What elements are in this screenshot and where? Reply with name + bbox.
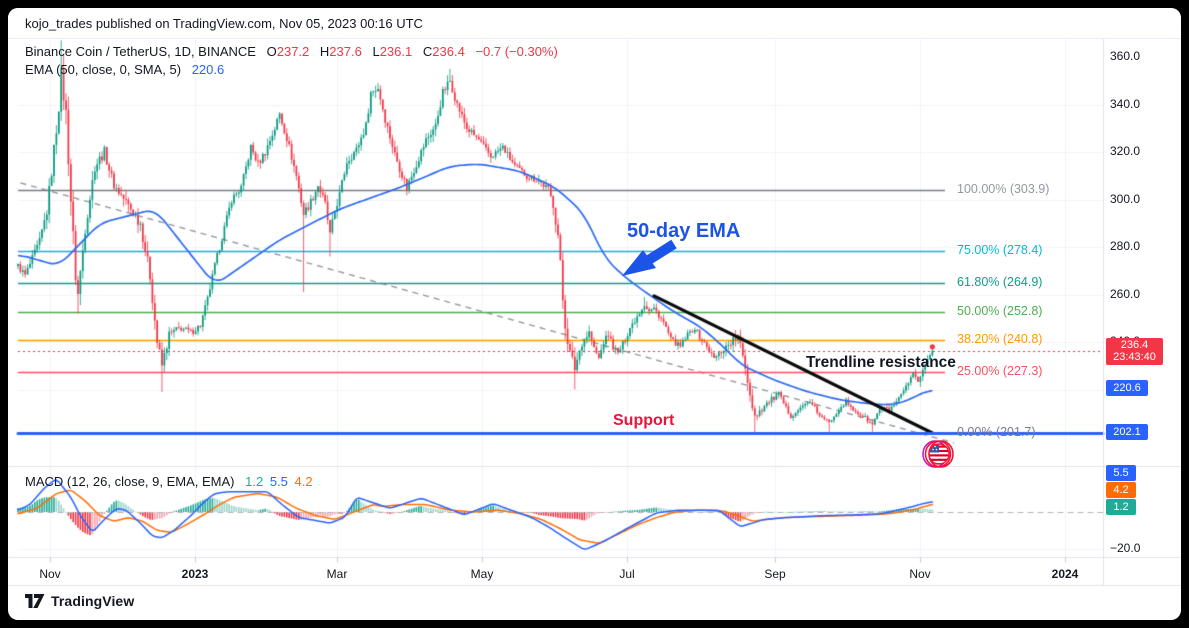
- high-label: H: [319, 44, 330, 59]
- price-axis-tick[interactable]: 260.0: [1110, 286, 1141, 301]
- ema-indicator-label: EMA (50, close, 0, SMA, 5): [25, 62, 182, 77]
- macd-hist-value: 1.2: [245, 474, 264, 489]
- fib-level-label: 50.00% (252.8): [957, 303, 1043, 318]
- fib-level-label: 38.20% (240.8): [957, 332, 1043, 347]
- time-axis-tick[interactable]: May: [470, 567, 494, 581]
- fib-level-label: 0.00% (201.7): [957, 424, 1036, 439]
- publish-info-bar: kojo_trades published on TradingView.com…: [8, 8, 1181, 39]
- current-price-badge: 236.4 23:43:40: [1106, 337, 1163, 365]
- support-value-badge: 202.1: [1106, 424, 1148, 440]
- price-axis-tick[interactable]: 360.0: [1110, 49, 1141, 63]
- time-axis-tick[interactable]: Jul: [619, 567, 635, 581]
- price-axis-tick[interactable]: 300.0: [1110, 191, 1141, 206]
- macd-value-badge: 4.2: [1106, 482, 1136, 498]
- macd-indicator-label: MACD (12, 26, close, 9, EMA, EMA): [25, 474, 235, 489]
- ema-legend-row[interactable]: EMA (50, close, 0, SMA, 5) 220.6: [25, 62, 224, 77]
- change-value: −0.7 (−0.30%): [475, 44, 558, 59]
- fib-level-label: 100.00% (303.9): [957, 182, 1050, 197]
- low-value: 236.1: [379, 44, 413, 59]
- support-annotation-label: Support: [613, 412, 675, 429]
- tradingview-logo-icon: [25, 593, 45, 608]
- symbol-title: Binance Coin / TetherUS, 1D, BINANCE: [25, 44, 256, 59]
- time-axis-tick[interactable]: 2024: [1051, 567, 1079, 581]
- open-value: 237.2: [276, 44, 310, 59]
- fib-level-label: 75.00% (278.4): [957, 242, 1043, 257]
- ema-annotation-label: 50-day EMA: [627, 220, 741, 242]
- trendline-annotation-label: Trendline resistance: [806, 354, 956, 371]
- ema-indicator-value: 220.6: [191, 62, 225, 77]
- macd-legend-row[interactable]: MACD (12, 26, close, 9, EMA, EMA) 1.2 5.…: [25, 474, 313, 489]
- fib-level-label: 25.00% (227.3): [957, 364, 1043, 379]
- fib-level-label: 61.80% (264.9): [957, 274, 1043, 289]
- macd-value-badge: 5.5: [1106, 465, 1136, 481]
- tradingview-watermark-text: TradingView: [51, 593, 135, 609]
- ema-arrow-icon: [622, 239, 677, 276]
- macd-line-value: 5.5: [269, 474, 288, 489]
- price-axis-tick[interactable]: 320.0: [1110, 144, 1141, 158]
- price-axis-tick[interactable]: 280.0: [1110, 239, 1141, 253]
- low-label: L: [372, 44, 380, 59]
- close-label: C: [422, 44, 433, 59]
- macd-signal-value: 4.2: [294, 474, 313, 489]
- chart-card: kojo_trades published on TradingView.com…: [8, 8, 1181, 620]
- macd-axis-tick[interactable]: −20.0: [1110, 541, 1141, 555]
- price-chart-canvas[interactable]: [8, 8, 1181, 620]
- price-axis-tick[interactable]: 340.0: [1110, 96, 1141, 111]
- close-value: 236.4: [432, 44, 465, 59]
- tradingview-watermark[interactable]: TradingView: [24, 593, 134, 609]
- symbol-legend-row[interactable]: Binance Coin / TetherUS, 1D, BINANCE O23…: [25, 44, 558, 59]
- time-axis-tick[interactable]: Mar: [326, 567, 348, 581]
- time-axis-tick[interactable]: Sep: [764, 567, 786, 581]
- high-value: 237.6: [329, 44, 362, 59]
- open-label: O: [266, 44, 277, 59]
- time-axis-tick[interactable]: Nov: [909, 567, 931, 581]
- ema-value-badge: 220.6: [1106, 380, 1148, 397]
- macd-value-badge: 1.2: [1106, 499, 1136, 515]
- time-axis-tick[interactable]: Nov: [39, 567, 61, 581]
- time-axis-tick[interactable]: 2023: [181, 567, 209, 581]
- publish-info-text: kojo_trades published on TradingView.com…: [25, 16, 423, 31]
- us-flag-sticker-icon: [922, 440, 954, 468]
